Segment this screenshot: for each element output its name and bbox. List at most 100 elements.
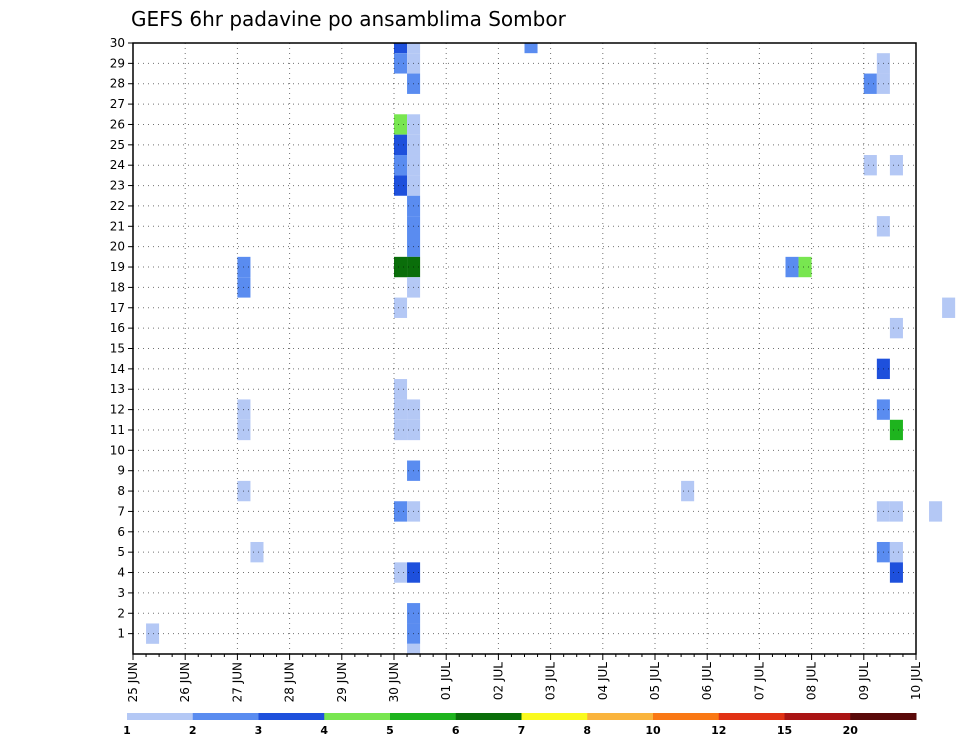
heatmap-cell — [146, 623, 160, 644]
y-tick-label: 19 — [110, 260, 125, 274]
chart-title: GEFS 6hr padavine po ansamblima Sombor — [131, 7, 567, 31]
heatmap-cell — [394, 379, 408, 400]
x-tick-label: 10 JUL — [909, 662, 923, 700]
legend-swatch — [587, 713, 654, 720]
legend-label: 5 — [386, 724, 394, 737]
heatmap-cell — [863, 155, 877, 176]
legend-label: 3 — [255, 724, 263, 737]
heatmap-cell — [394, 501, 408, 522]
y-tick-label: 11 — [110, 423, 125, 437]
y-tick-label: 25 — [110, 138, 125, 152]
y-tick-label: 22 — [110, 199, 125, 213]
color-legend: 1 2 3 4 5 6 7 8 10 12 15 20 — [123, 713, 917, 737]
y-tick-label: 1 — [117, 627, 125, 641]
legend-label: 12 — [711, 724, 726, 737]
legend-label: 8 — [583, 724, 591, 737]
y-tick-label: 10 — [110, 443, 125, 457]
legend-swatch — [784, 713, 851, 720]
y-tick-label: 9 — [117, 464, 125, 478]
grid-lines — [133, 43, 916, 654]
heatmap-cell — [394, 114, 408, 135]
heatmap-cell — [394, 256, 408, 278]
y-tick-label: 2 — [117, 606, 125, 620]
y-tick-label: 20 — [110, 240, 125, 254]
legend-swatch — [390, 713, 457, 720]
heatmap-cell — [394, 43, 408, 54]
heatmap-cell — [798, 256, 812, 278]
y-tick-label: 5 — [117, 545, 125, 559]
heatmap-cell — [785, 256, 799, 278]
legend-swatch — [718, 713, 785, 720]
x-axis: 25 JUN 26 JUN 27 JUN 28 JUN 29 JUN 30 JUN 01 J… — [126, 654, 923, 702]
y-tick-label: 23 — [110, 179, 125, 193]
legend-swatch — [455, 713, 522, 720]
heatmap-cell — [407, 643, 421, 654]
y-tick-label: 12 — [110, 403, 125, 417]
y-tick-label: 8 — [117, 484, 125, 498]
heatmap-cell — [889, 541, 903, 563]
x-tick-label: 07 JUL — [752, 662, 766, 700]
y-tick-label: 29 — [110, 56, 125, 70]
x-tick-label: 04 JUL — [596, 662, 610, 700]
y-tick-label: 17 — [110, 301, 125, 315]
legend-label: 20 — [843, 724, 859, 737]
x-tick-label: 29 JUN — [335, 662, 349, 702]
legend-swatch — [192, 713, 259, 720]
y-tick-label: 6 — [117, 525, 125, 539]
x-tick-label: 03 JUL — [544, 662, 558, 700]
heatmap-cell — [394, 53, 408, 74]
heatmap-cell — [929, 501, 943, 522]
x-tick-label: 01 JUL — [439, 662, 453, 700]
heatmap-cell — [889, 501, 903, 522]
legend-label: 4 — [320, 724, 328, 737]
x-tick-label: 02 JUL — [491, 662, 505, 700]
x-tick-label: 09 JUL — [857, 662, 871, 700]
y-tick-label: 15 — [110, 342, 125, 356]
heatmap-cell — [889, 562, 903, 583]
legend-label: 2 — [189, 724, 197, 737]
legend-swatch — [521, 713, 588, 720]
heatmap-cell — [889, 419, 903, 441]
y-tick-label: 18 — [110, 280, 125, 294]
y-tick-label: 24 — [110, 158, 125, 172]
legend-label: 15 — [777, 724, 792, 737]
y-tick-label: 21 — [110, 219, 125, 233]
y-tick-label: 30 — [110, 36, 125, 50]
heatmap-cell — [394, 562, 408, 583]
heatmap-cell — [863, 73, 877, 94]
legend-label: 1 — [123, 724, 131, 737]
x-tick-label: 27 JUN — [230, 662, 244, 702]
heatmap-cell — [524, 43, 538, 54]
heatmap-cell — [681, 480, 695, 502]
x-tick-label: 26 JUN — [178, 662, 192, 702]
y-tick-label: 14 — [110, 362, 125, 376]
y-tick-label: 28 — [110, 77, 125, 91]
y-tick-label: 7 — [117, 504, 125, 518]
heatmap-cell — [394, 399, 408, 420]
y-tick-label: 16 — [110, 321, 125, 335]
y-tick-label: 27 — [110, 97, 125, 111]
legend-swatch — [258, 713, 325, 720]
x-tick-label: 30 JUN — [387, 662, 401, 702]
x-tick-label: 25 JUN — [126, 662, 140, 702]
heatmap-cell — [889, 317, 903, 339]
heatmap-cell — [394, 297, 408, 318]
x-tick-label: 08 JUL — [805, 662, 819, 700]
x-tick-label: 05 JUL — [648, 662, 662, 700]
x-tick-label: 28 JUN — [283, 662, 297, 702]
y-tick-label: 3 — [117, 586, 125, 600]
y-tick-label: 4 — [117, 566, 125, 580]
heatmap-cell — [942, 297, 956, 318]
heatmap-cell — [394, 175, 408, 196]
heatmap-cell — [889, 155, 903, 176]
legend-swatch — [653, 713, 720, 720]
y-tick-label: 13 — [110, 382, 125, 396]
heatmap-cell — [394, 419, 408, 441]
legend-label: 7 — [518, 724, 526, 737]
legend-label: 10 — [645, 724, 661, 737]
legend-swatch — [127, 713, 194, 720]
legend-label: 6 — [452, 724, 460, 737]
x-tick-label: 06 JUL — [700, 662, 714, 700]
y-tick-label: 26 — [110, 117, 125, 131]
